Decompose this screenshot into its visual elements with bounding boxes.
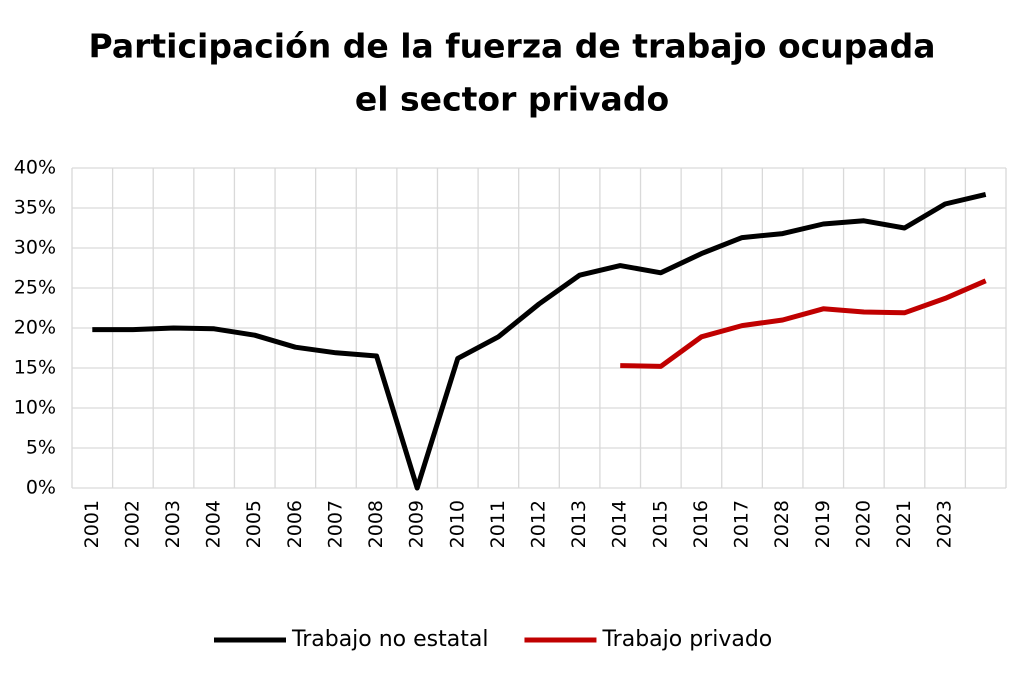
- x-tick-label: 2012: [528, 500, 550, 548]
- x-tick-label: 2001: [81, 500, 103, 548]
- x-tick-label: 2002: [121, 500, 143, 548]
- x-tick-label: 2005: [243, 500, 265, 548]
- x-tick-label: 2020: [852, 500, 874, 548]
- y-tick-label: 10%: [14, 397, 56, 419]
- legend-label: Trabajo no estatal: [291, 627, 488, 652]
- legend-label: Trabajo privado: [601, 627, 772, 652]
- x-tick-label: 2009: [406, 500, 428, 548]
- series-line: [620, 278, 987, 369]
- series-line: [92, 191, 987, 491]
- x-tick-label: 2003: [162, 500, 184, 548]
- y-tick-label: 25%: [14, 277, 56, 299]
- x-tick-label: 2028: [771, 500, 793, 548]
- x-tick-label: 2016: [690, 500, 712, 548]
- x-tick-label: 2023: [934, 500, 956, 548]
- x-tick-label: 2019: [812, 500, 834, 548]
- x-tick-label: 2015: [649, 500, 671, 548]
- chart-title: el sector privado: [355, 80, 669, 119]
- y-tick-label: 30%: [14, 237, 56, 259]
- y-tick-label: 40%: [14, 157, 56, 179]
- x-tick-label: 2014: [609, 500, 631, 548]
- x-tick-label: 2013: [568, 500, 590, 548]
- x-tick-label: 2004: [203, 500, 225, 548]
- y-tick-label: 15%: [14, 357, 56, 379]
- y-tick-label: 35%: [14, 197, 56, 219]
- x-tick-label: 2017: [731, 500, 753, 548]
- x-tick-label: 2007: [324, 500, 346, 548]
- y-tick-label: 5%: [26, 437, 56, 459]
- x-tick-label: 2011: [487, 500, 509, 548]
- x-tick-label: 2021: [893, 500, 915, 548]
- chart-title: Participación de la fuerza de trabajo oc…: [89, 27, 936, 66]
- x-tick-label: 2008: [365, 500, 387, 548]
- y-tick-label: 0%: [26, 477, 56, 499]
- x-tick-label: 2006: [284, 500, 306, 548]
- y-tick-label: 20%: [14, 317, 56, 339]
- x-tick-label: 2010: [446, 500, 468, 548]
